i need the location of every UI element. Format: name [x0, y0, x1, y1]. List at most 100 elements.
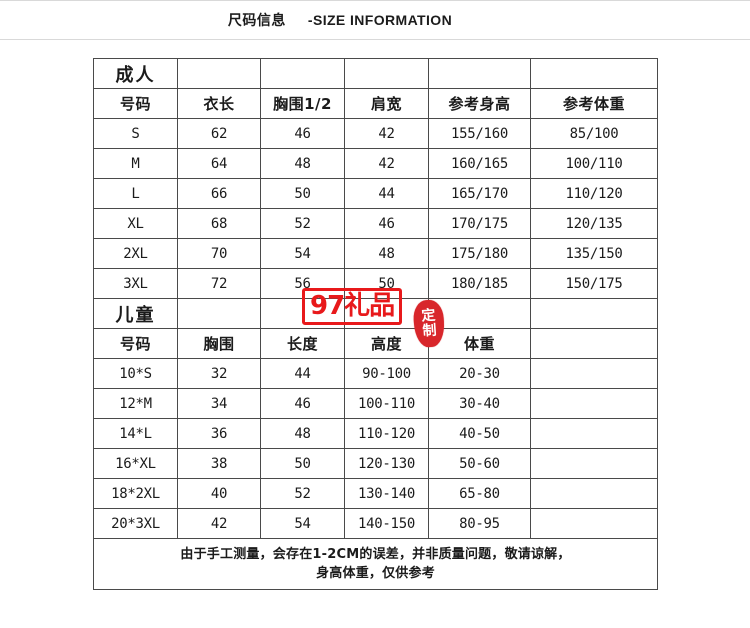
- table-header-row-child: 号码 胸围 长度 高度 体重: [93, 328, 658, 359]
- cell-empty: [530, 358, 658, 389]
- cell-shoulder: 50: [344, 268, 429, 299]
- cell-shoulder: 46: [344, 208, 429, 239]
- cell-length: 68: [177, 208, 261, 239]
- page-title: 尺码信息 -SIZE INFORMATION: [228, 10, 452, 30]
- cell-height: 165/170: [428, 178, 531, 209]
- cell-length: 54: [260, 508, 345, 539]
- cell-height: 90-100: [344, 358, 429, 389]
- cell-chest: 40: [177, 478, 261, 509]
- table-row-adult-section: 成人: [93, 58, 658, 89]
- cell-height: 160/165: [428, 148, 531, 179]
- cell-chest: 54: [260, 238, 345, 269]
- adult-col-header-shoulder: 肩宽: [344, 88, 429, 119]
- child-col-header-weight: 体重: [428, 328, 531, 359]
- adult-col-header-chest: 胸围1/2: [260, 88, 345, 119]
- cell-size: 12*M: [93, 388, 178, 419]
- cell-size: 16*XL: [93, 448, 178, 479]
- blank-cell: [344, 298, 429, 329]
- cell-weight: 50-60: [428, 448, 531, 479]
- cell-size: 14*L: [93, 418, 178, 449]
- blank-cell: [428, 58, 531, 89]
- cell-length: 50: [260, 448, 345, 479]
- table-row: S 62 46 42 155/160 85/100: [93, 118, 658, 149]
- cell-length: 66: [177, 178, 261, 209]
- cell-size: M: [93, 148, 178, 179]
- cell-weight: 110/120: [530, 178, 658, 209]
- cell-length: 64: [177, 148, 261, 179]
- cell-height: 130-140: [344, 478, 429, 509]
- size-table-container: 成人 号码 衣长 胸围1/2 肩宽 参考身高 参考体重 S 62 46: [93, 58, 658, 590]
- cell-length: 70: [177, 238, 261, 269]
- cell-length: 44: [260, 358, 345, 389]
- cell-size: XL: [93, 208, 178, 239]
- blank-cell: [344, 58, 429, 89]
- cell-weight: 135/150: [530, 238, 658, 269]
- page-header: 尺码信息 -SIZE INFORMATION: [0, 0, 750, 40]
- table-row-child-section: 儿童: [93, 298, 658, 329]
- blank-cell: [177, 58, 261, 89]
- table-row: 20*3XL 42 54 140-150 80-95: [93, 508, 658, 539]
- table-header-row-adult: 号码 衣长 胸围1/2 肩宽 参考身高 参考体重: [93, 88, 658, 119]
- cell-weight: 80-95: [428, 508, 531, 539]
- page-title-en: -SIZE INFORMATION: [307, 12, 453, 28]
- cell-chest: 52: [260, 208, 345, 239]
- cell-size: 3XL: [93, 268, 178, 299]
- blank-cell: [428, 298, 531, 329]
- cell-height: 175/180: [428, 238, 531, 269]
- cell-shoulder: 42: [344, 118, 429, 149]
- adult-col-header-height: 参考身高: [428, 88, 531, 119]
- cell-size: 20*3XL: [93, 508, 178, 539]
- cell-weight: 65-80: [428, 478, 531, 509]
- child-col-header-height: 高度: [344, 328, 429, 359]
- blank-cell: [177, 298, 261, 329]
- table-row: M 64 48 42 160/165 100/110: [93, 148, 658, 179]
- footer-note-line-1: 由于手工测量，会存在1-2CM的误差，并非质量问题，敬请谅解，: [180, 547, 571, 562]
- cell-height: 170/175: [428, 208, 531, 239]
- cell-height: 100-110: [344, 388, 429, 419]
- cell-shoulder: 44: [344, 178, 429, 209]
- cell-length: 48: [260, 418, 345, 449]
- cell-chest: 46: [260, 118, 345, 149]
- table-row: L 66 50 44 165/170 110/120: [93, 178, 658, 209]
- cell-weight: 100/110: [530, 148, 658, 179]
- table-row-footer-note: 由于手工测量，会存在1-2CM的误差，并非质量问题，敬请谅解， 身高体重，仅供参…: [93, 538, 658, 590]
- cell-chest: 34: [177, 388, 261, 419]
- child-col-header-size: 号码: [93, 328, 178, 359]
- blank-cell: [260, 58, 345, 89]
- table-row: 14*L 36 48 110-120 40-50: [93, 418, 658, 449]
- footer-note-line-2: 身高体重，仅供参考: [316, 566, 435, 581]
- size-table-body: 成人 号码 衣长 胸围1/2 肩宽 参考身高 参考体重 S 62 46: [93, 58, 658, 590]
- cell-weight: 150/175: [530, 268, 658, 299]
- table-row: 18*2XL 40 52 130-140 65-80: [93, 478, 658, 509]
- cell-size: L: [93, 178, 178, 209]
- cell-chest: 36: [177, 418, 261, 449]
- cell-height: 180/185: [428, 268, 531, 299]
- child-col-header-chest: 胸围: [177, 328, 261, 359]
- cell-empty: [530, 418, 658, 449]
- blank-cell: [530, 298, 658, 329]
- cell-weight: 30-40: [428, 388, 531, 419]
- cell-chest: 32: [177, 358, 261, 389]
- table-row: 16*XL 38 50 120-130 50-60: [93, 448, 658, 479]
- cell-empty: [530, 388, 658, 419]
- cell-weight: 120/135: [530, 208, 658, 239]
- cell-length: 52: [260, 478, 345, 509]
- cell-empty: [530, 478, 658, 509]
- cell-chest: 50: [260, 178, 345, 209]
- cell-shoulder: 48: [344, 238, 429, 269]
- cell-empty: [530, 508, 658, 539]
- cell-chest: 38: [177, 448, 261, 479]
- cell-empty: [530, 448, 658, 479]
- adult-col-header-size: 号码: [93, 88, 178, 119]
- cell-chest: 56: [260, 268, 345, 299]
- blank-cell: [530, 58, 658, 89]
- blank-cell: [260, 298, 345, 329]
- adult-col-header-length: 衣长: [177, 88, 261, 119]
- cell-size: 10*S: [93, 358, 178, 389]
- table-row: 2XL 70 54 48 175/180 135/150: [93, 238, 658, 269]
- cell-height: 140-150: [344, 508, 429, 539]
- cell-size: 18*2XL: [93, 478, 178, 509]
- footer-note: 由于手工测量，会存在1-2CM的误差，并非质量问题，敬请谅解， 身高体重，仅供参…: [93, 538, 658, 590]
- child-col-header-empty: [530, 328, 658, 359]
- size-information-table: 成人 号码 衣长 胸围1/2 肩宽 参考身高 参考体重 S 62 46: [93, 58, 658, 590]
